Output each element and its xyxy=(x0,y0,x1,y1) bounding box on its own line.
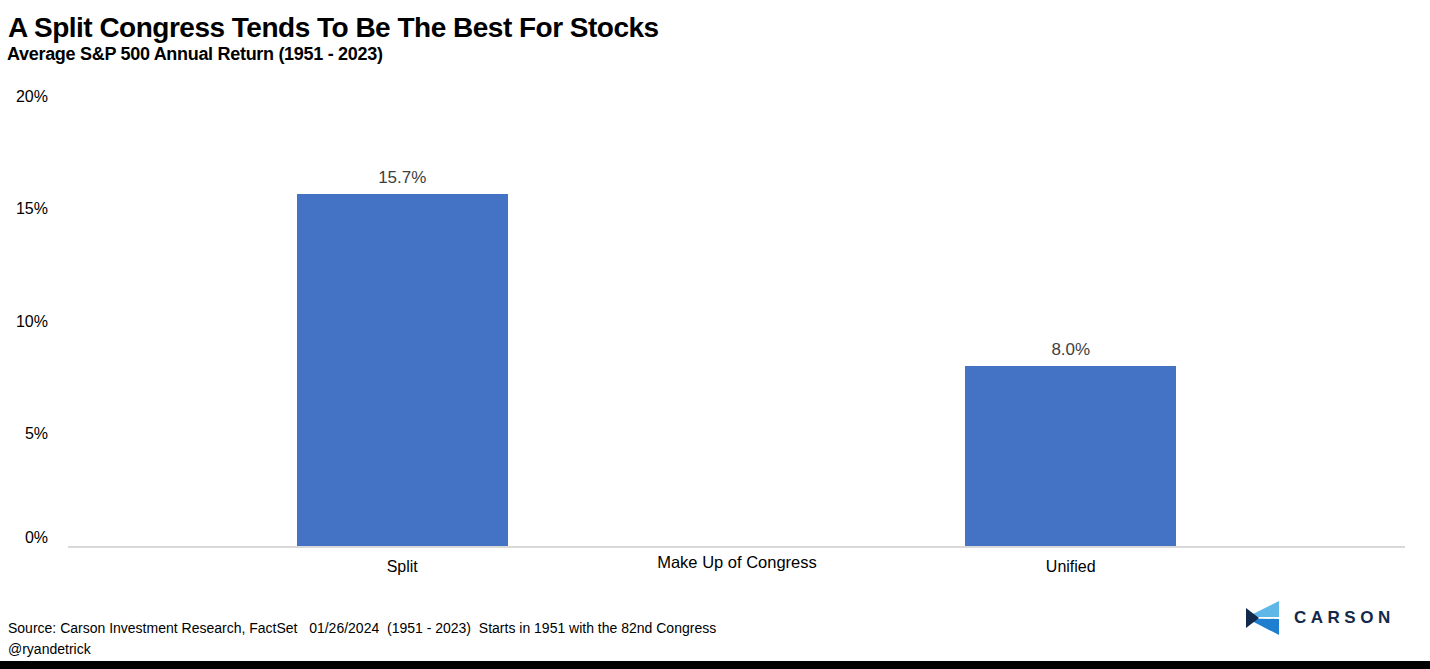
bottom-black-bar xyxy=(0,661,1430,669)
y-tick-label: 10% xyxy=(0,313,48,331)
x-category-label: Unified xyxy=(991,557,1151,576)
source-text: Source: Carson Investment Research, Fact… xyxy=(8,620,716,636)
bar-split xyxy=(297,194,508,546)
carson-logo: CARSON xyxy=(1243,600,1395,636)
x-axis-title: Make Up of Congress xyxy=(587,553,887,572)
y-tick-label: 0% xyxy=(0,529,48,547)
carson-logo-icon xyxy=(1243,600,1281,636)
bar-unified xyxy=(965,366,1176,546)
bar-value-label: 8.0% xyxy=(1011,340,1131,360)
twitter-handle: @ryandetrick xyxy=(8,641,91,657)
x-axis-line xyxy=(68,546,1405,548)
carson-logo-text: CARSON xyxy=(1294,600,1395,636)
bar-value-label: 15.7% xyxy=(342,168,462,188)
y-tick-label: 20% xyxy=(0,88,48,106)
y-tick-label: 5% xyxy=(0,425,48,443)
y-tick-label: 15% xyxy=(0,200,48,218)
x-category-label: Split xyxy=(322,557,482,576)
chart-canvas: A Split Congress Tends To Be The Best Fo… xyxy=(0,0,1430,669)
